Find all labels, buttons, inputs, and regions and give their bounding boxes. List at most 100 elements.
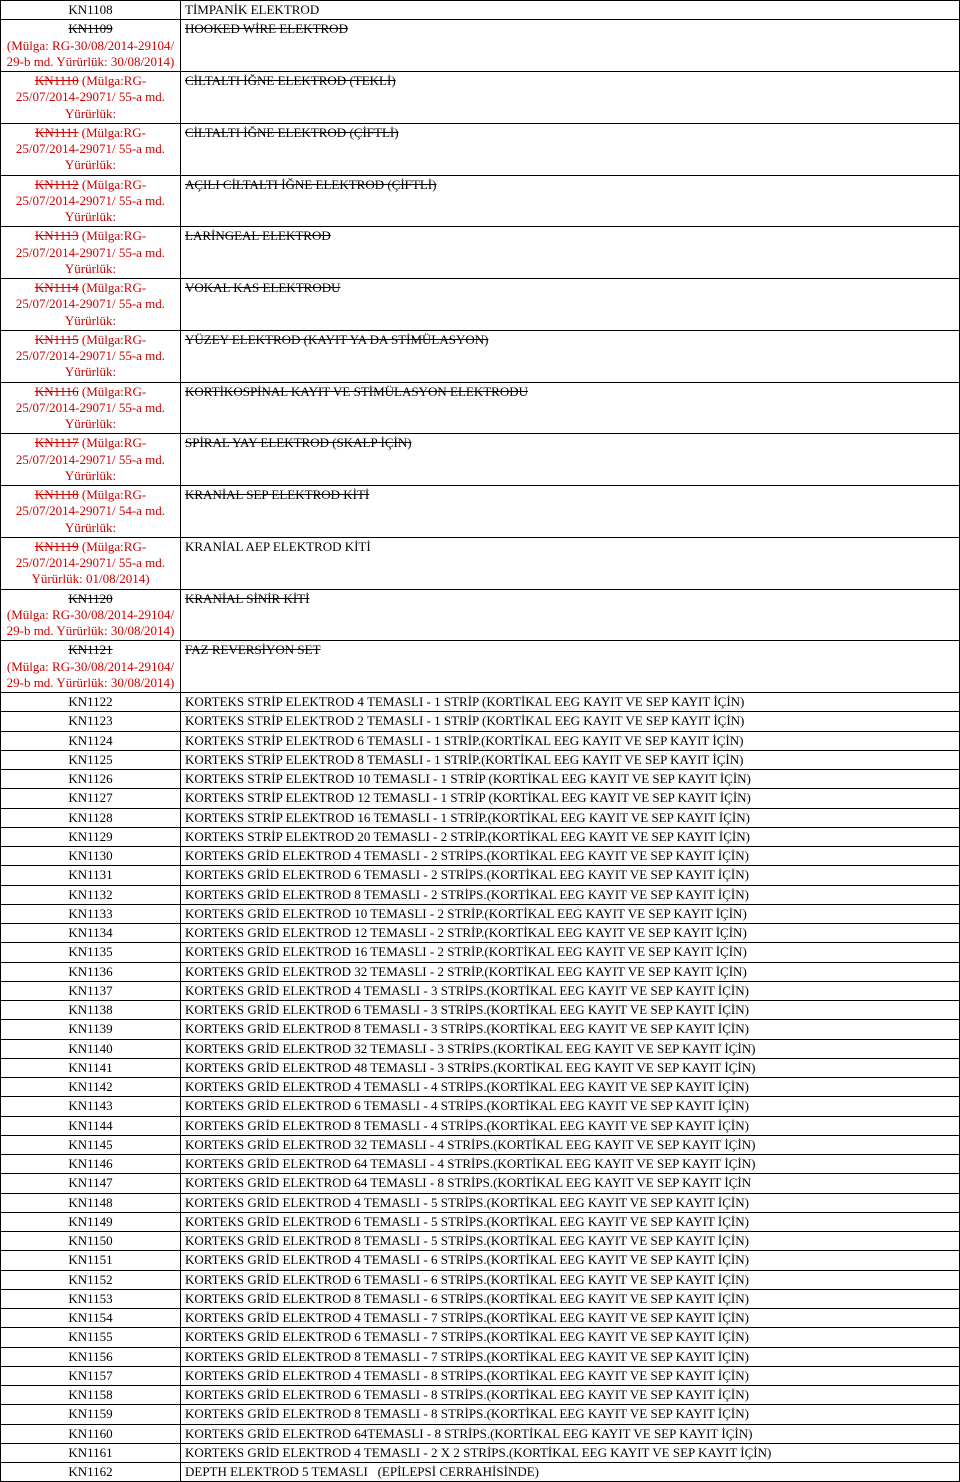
code-cell: KN1143 — [1, 1097, 181, 1116]
desc-cell: FAZ REVERSİYON SET — [181, 641, 960, 693]
code-cell: KN1156 — [1, 1347, 181, 1366]
table-row: KN1134KORTEKS GRİD ELEKTROD 12 TEMASLI -… — [1, 924, 960, 943]
table-row: KN1156KORTEKS GRİD ELEKTROD 8 TEMASLI - … — [1, 1347, 960, 1366]
desc-cell: KRANİAL SEP ELEKTROD KİTİ — [181, 486, 960, 538]
table-row: KN1123KORTEKS STRİP ELEKTROD 2 TEMASLI -… — [1, 712, 960, 731]
code-cell: KN1128 — [1, 808, 181, 827]
table-row: KN1115 (Mülga:RG-25/07/2014-29071/ 55-a … — [1, 330, 960, 382]
table-row: KN1154KORTEKS GRİD ELEKTROD 4 TEMASLI - … — [1, 1309, 960, 1328]
table-row: KN1116 (Mülga:RG-25/07/2014-29071/ 55-a … — [1, 382, 960, 434]
code-cell: KN1137 — [1, 981, 181, 1000]
table-row: KN1108TİMPANİK ELEKTROD — [1, 1, 960, 20]
desc-cell: KORTEKS STRİP ELEKTROD 20 TEMASLI - 2 ST… — [181, 827, 960, 846]
code-cell: KN1153 — [1, 1289, 181, 1308]
code-cell: KN1161 — [1, 1443, 181, 1462]
table-row: KN1143KORTEKS GRİD ELEKTROD 6 TEMASLI - … — [1, 1097, 960, 1116]
table-row: KN1127KORTEKS STRİP ELEKTROD 12 TEMASLI … — [1, 789, 960, 808]
code-cell: KN1155 — [1, 1328, 181, 1347]
desc-cell: DEPTH ELEKTROD 5 TEMASLI (EPİLEPSİ CERRA… — [181, 1463, 960, 1482]
code-cell: KN1138 — [1, 1001, 181, 1020]
code-cell: KN1150 — [1, 1232, 181, 1251]
desc-cell: KORTEKS STRİP ELEKTROD 4 TEMASLI - 1 STR… — [181, 693, 960, 712]
code-cell: KN1149 — [1, 1212, 181, 1231]
table-row: KN1159KORTEKS GRİD ELEKTROD 8 TEMASLI - … — [1, 1405, 960, 1424]
table-row: KN1137KORTEKS GRİD ELEKTROD 4 TEMASLI - … — [1, 981, 960, 1000]
table-row: KN1148KORTEKS GRİD ELEKTROD 4 TEMASLI - … — [1, 1193, 960, 1212]
code-cell: KN1125 — [1, 750, 181, 769]
desc-cell: KORTEKS GRİD ELEKTROD 4 TEMASLI - 7 STRİ… — [181, 1309, 960, 1328]
desc-cell: KORTEKS STRİP ELEKTROD 12 TEMASLI - 1 ST… — [181, 789, 960, 808]
table-row: KN1133KORTEKS GRİD ELEKTROD 10 TEMASLI -… — [1, 904, 960, 923]
code-cell: KN1131 — [1, 866, 181, 885]
desc-cell: YÜZEY ELEKTROD (KAYIT YA DA STİMÜLASYON) — [181, 330, 960, 382]
table-row: KN1114 (Mülga:RG-25/07/2014-29071/ 55-a … — [1, 279, 960, 331]
desc-cell: KORTEKS GRİD ELEKTROD 48 TEMASLI - 3 STR… — [181, 1058, 960, 1077]
code-cell: KN1117 (Mülga:RG-25/07/2014-29071/ 55-a … — [1, 434, 181, 486]
code-cell: KN1139 — [1, 1020, 181, 1039]
table-row: KN1161KORTEKS GRİD ELEKTROD 4 TEMASLI - … — [1, 1443, 960, 1462]
code-cell: KN1144 — [1, 1116, 181, 1135]
table-row: KN1131KORTEKS GRİD ELEKTROD 6 TEMASLI - … — [1, 866, 960, 885]
table-row: KN1140KORTEKS GRİD ELEKTROD 32 TEMASLI -… — [1, 1039, 960, 1058]
desc-cell: KRANİAL AEP ELEKTROD KİTİ — [181, 537, 960, 589]
table-row: KN1119 (Mülga:RG-25/07/2014-29071/ 55-a … — [1, 537, 960, 589]
code-cell: KN1109(Mülga: RG-30/08/2014-29104/ 29-b … — [1, 20, 181, 72]
desc-cell: KORTEKS GRİD ELEKTROD 4 TEMASLI - 5 STRİ… — [181, 1193, 960, 1212]
desc-cell: HOOKED WİRE ELEKTROD — [181, 20, 960, 72]
table-row: KN1111 (Mülga:RG-25/07/2014-29071/ 55-a … — [1, 123, 960, 175]
desc-cell: CİLTALTI İĞNE ELEKTROD (TEKLİ) — [181, 72, 960, 124]
desc-cell: KRANİAL SİNİR KİTİ — [181, 589, 960, 641]
desc-cell: KORTEKS GRİD ELEKTROD 4 TEMASLI - 4 STRİ… — [181, 1078, 960, 1097]
desc-cell: KORTEKS GRİD ELEKTROD 8 TEMASLI - 7 STRİ… — [181, 1347, 960, 1366]
desc-cell: LARİNGEAL ELEKTROD — [181, 227, 960, 279]
code-cell: KN1124 — [1, 731, 181, 750]
desc-cell: KORTEKS STRİP ELEKTROD 6 TEMASLI - 1 STR… — [181, 731, 960, 750]
desc-cell: KORTEKS GRİD ELEKTROD 8 TEMASLI - 4 STRİ… — [181, 1116, 960, 1135]
desc-cell: KORTEKS GRİD ELEKTROD 10 TEMASLI - 2 STR… — [181, 904, 960, 923]
desc-cell: KORTEKS GRİD ELEKTROD 64TEMASLI - 8 STRİ… — [181, 1424, 960, 1443]
desc-cell: KORTEKS GRİD ELEKTROD 4 TEMASLI - 8 STRİ… — [181, 1366, 960, 1385]
table-row: KN1117 (Mülga:RG-25/07/2014-29071/ 55-a … — [1, 434, 960, 486]
desc-cell: KORTEKS GRİD ELEKTROD 32 TEMASLI - 2 STR… — [181, 962, 960, 981]
table-row: KN1152KORTEKS GRİD ELEKTROD 6 TEMASLI - … — [1, 1270, 960, 1289]
desc-cell: KORTEKS STRİP ELEKTROD 2 TEMASLI - 1 STR… — [181, 712, 960, 731]
code-cell: KN1111 (Mülga:RG-25/07/2014-29071/ 55-a … — [1, 123, 181, 175]
table-row: KN1160KORTEKS GRİD ELEKTROD 64TEMASLI - … — [1, 1424, 960, 1443]
desc-cell: KORTEKS GRİD ELEKTROD 8 TEMASLI - 2 STRİ… — [181, 885, 960, 904]
desc-cell: KORTEKS GRİD ELEKTROD 16 TEMASLI - 2 STR… — [181, 943, 960, 962]
desc-cell: KORTEKS GRİD ELEKTROD 8 TEMASLI - 5 STRİ… — [181, 1232, 960, 1251]
code-cell: KN1135 — [1, 943, 181, 962]
code-cell: KN1112 (Mülga:RG-25/07/2014-29071/ 55-a … — [1, 175, 181, 227]
code-cell: KN1126 — [1, 770, 181, 789]
table-row: KN1118 (Mülga:RG-25/07/2014-29071/ 54-a … — [1, 486, 960, 538]
desc-cell: TİMPANİK ELEKTROD — [181, 1, 960, 20]
desc-cell: KORTEKS GRİD ELEKTROD 6 TEMASLI - 8 STRİ… — [181, 1386, 960, 1405]
table-row: KN1129KORTEKS STRİP ELEKTROD 20 TEMASLI … — [1, 827, 960, 846]
table-row: KN1146KORTEKS GRİD ELEKTROD 64 TEMASLI -… — [1, 1155, 960, 1174]
table-row: KN1138KORTEKS GRİD ELEKTROD 6 TEMASLI - … — [1, 1001, 960, 1020]
table-row: KN1121(Mülga: RG-30/08/2014-29104/ 29-b … — [1, 641, 960, 693]
desc-cell: KORTEKS GRİD ELEKTROD 6 TEMASLI - 5 STRİ… — [181, 1212, 960, 1231]
desc-cell: KORTEKS GRİD ELEKTROD 6 TEMASLI - 4 STRİ… — [181, 1097, 960, 1116]
desc-cell: KORTEKS GRİD ELEKTROD 4 TEMASLI - 6 STRİ… — [181, 1251, 960, 1270]
code-cell: KN1136 — [1, 962, 181, 981]
code-cell: KN1134 — [1, 924, 181, 943]
code-cell: KN1110 (Mülga:RG-25/07/2014-29071/ 55-a … — [1, 72, 181, 124]
table-row: KN1110 (Mülga:RG-25/07/2014-29071/ 55-a … — [1, 72, 960, 124]
code-cell: KN1127 — [1, 789, 181, 808]
desc-cell: KORTEKS GRİD ELEKTROD 6 TEMASLI - 3 STRİ… — [181, 1001, 960, 1020]
code-cell: KN1115 (Mülga:RG-25/07/2014-29071/ 55-a … — [1, 330, 181, 382]
code-cell: KN1121(Mülga: RG-30/08/2014-29104/ 29-b … — [1, 641, 181, 693]
electrode-table: KN1108TİMPANİK ELEKTRODKN1109(Mülga: RG-… — [0, 0, 960, 1482]
table-row: KN1124KORTEKS STRİP ELEKTROD 6 TEMASLI -… — [1, 731, 960, 750]
table-row: KN1125KORTEKS STRİP ELEKTROD 8 TEMASLI -… — [1, 750, 960, 769]
code-cell: KN1119 (Mülga:RG-25/07/2014-29071/ 55-a … — [1, 537, 181, 589]
table-row: KN1112 (Mülga:RG-25/07/2014-29071/ 55-a … — [1, 175, 960, 227]
desc-cell: SPİRAL YAY ELEKTROD (SKALP İÇİN) — [181, 434, 960, 486]
desc-cell: KORTEKS STRİP ELEKTROD 16 TEMASLI - 1 ST… — [181, 808, 960, 827]
desc-cell: KORTEKS STRİP ELEKTROD 10 TEMASLI - 1 ST… — [181, 770, 960, 789]
table-row: KN1141KORTEKS GRİD ELEKTROD 48 TEMASLI -… — [1, 1058, 960, 1077]
table-row: KN1132KORTEKS GRİD ELEKTROD 8 TEMASLI - … — [1, 885, 960, 904]
code-cell: KN1113 (Mülga:RG-25/07/2014-29071/ 55-a … — [1, 227, 181, 279]
code-cell: KN1140 — [1, 1039, 181, 1058]
